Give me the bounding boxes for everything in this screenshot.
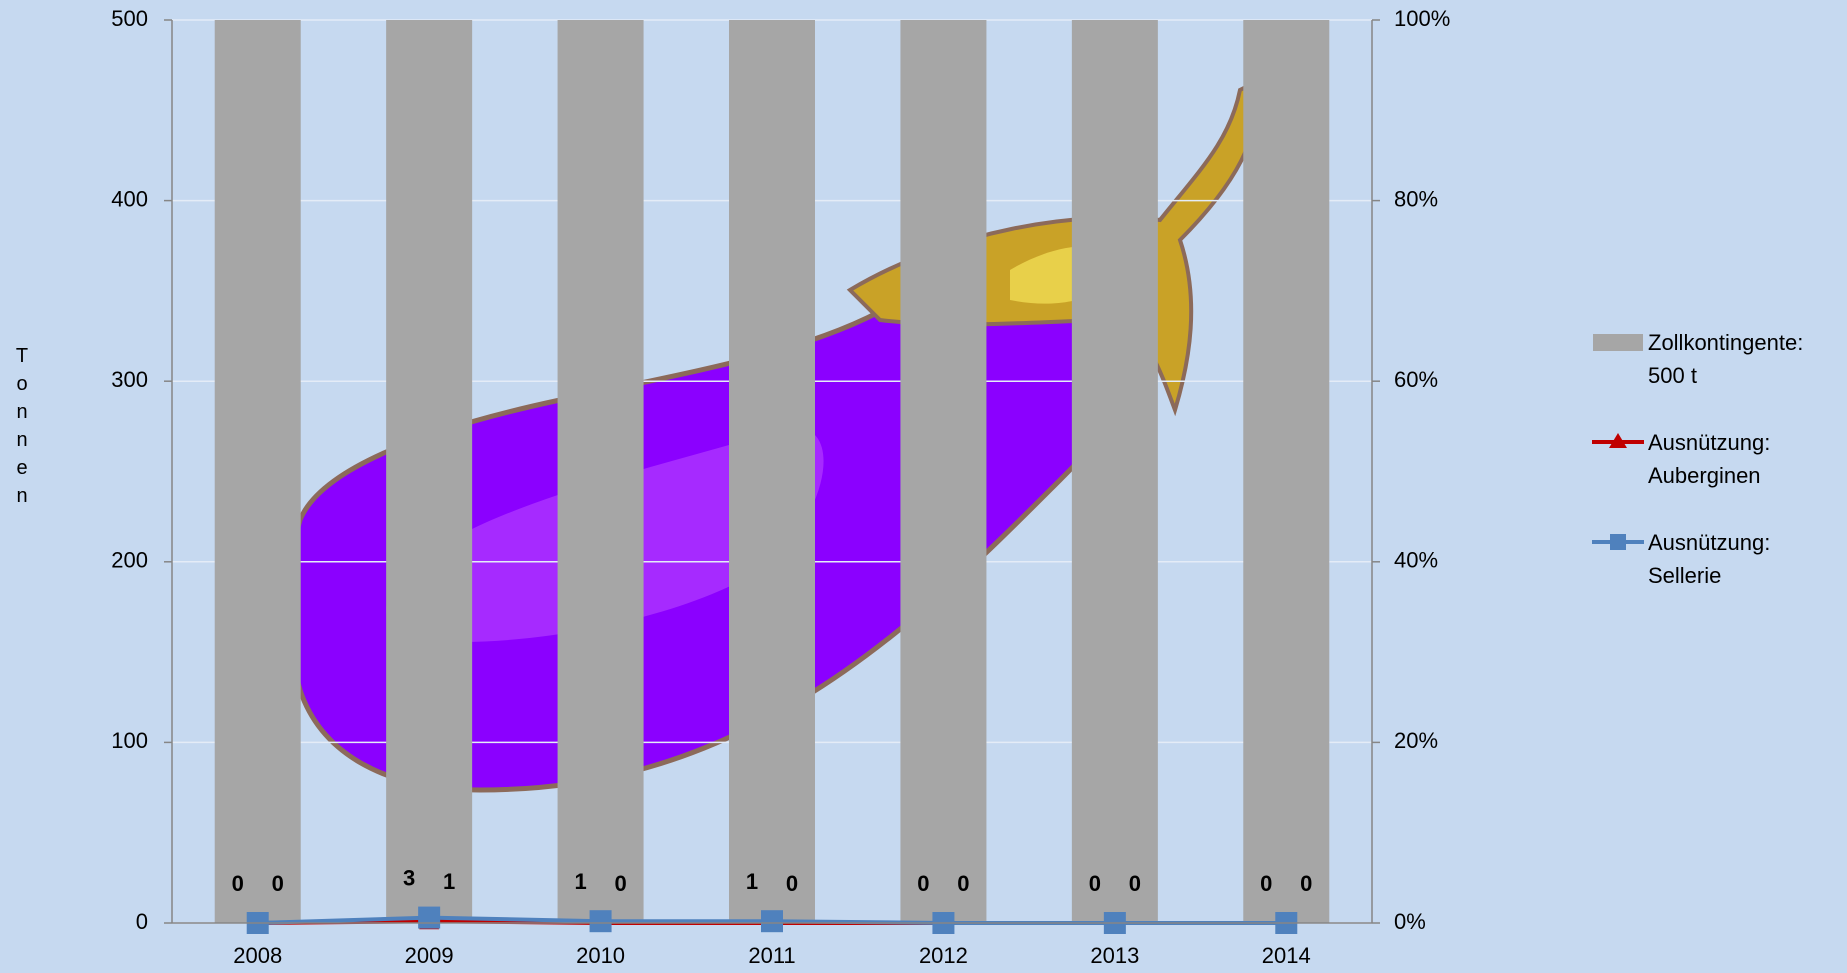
- x-tick-label: 2013: [1090, 943, 1139, 968]
- y-axis-label: Tonnen: [11, 345, 33, 513]
- legend-symbol: [1609, 433, 1627, 448]
- bar: [1243, 20, 1330, 923]
- data-label: 1: [746, 869, 758, 894]
- legend: Zollkontingente: 500 t Ausnützung: Auberg…: [1592, 326, 1842, 626]
- y2-tick-label: 100%: [1394, 6, 1450, 31]
- marker: [589, 910, 612, 933]
- legend-swatch: [1592, 534, 1644, 550]
- data-label: 0: [614, 871, 626, 896]
- y-tick-label: 300: [111, 367, 148, 392]
- bar: [557, 20, 644, 923]
- x-tick-label: 2008: [233, 943, 282, 968]
- x-tick-label: 2011: [748, 943, 795, 968]
- legend-swatch: [1593, 334, 1643, 351]
- data-label: 0: [232, 871, 244, 896]
- y-tick-label: 100: [111, 728, 148, 753]
- legend-label: Ausnützung: Auberginen: [1648, 430, 1771, 488]
- data-label: 0: [1129, 871, 1141, 896]
- data-label: 0: [1089, 871, 1101, 896]
- data-label: 0: [1300, 871, 1312, 896]
- data-label: 1: [574, 869, 586, 894]
- bar: [214, 20, 301, 923]
- data-label: 3: [403, 865, 415, 890]
- x-tick-label: 2014: [1262, 943, 1311, 968]
- legend-label: Ausnützung: Sellerie: [1648, 530, 1771, 588]
- y-tick-label: 400: [111, 186, 148, 211]
- marker: [761, 910, 783, 933]
- data-label: 0: [957, 871, 969, 896]
- legend-swatch: [1592, 433, 1644, 448]
- x-tick-label: 2009: [405, 943, 454, 968]
- legend-item: Ausnützung: Sellerie: [1592, 526, 1842, 626]
- x-tick-label: 2010: [576, 943, 625, 968]
- legend-symbol: [1610, 534, 1626, 550]
- y2-tick-label: 60%: [1394, 367, 1438, 392]
- y-tick-label: 200: [111, 548, 148, 573]
- data-label: 1: [443, 869, 455, 894]
- bar: [1071, 20, 1158, 923]
- data-label: 0: [1260, 871, 1272, 896]
- marker: [418, 906, 441, 929]
- bar: [900, 20, 987, 923]
- legend-label: Zollkontingente: 500 t: [1648, 330, 1804, 388]
- data-label: 0: [272, 871, 284, 896]
- y2-tick-label: 20%: [1394, 728, 1438, 753]
- y2-tick-label: 0%: [1394, 909, 1426, 934]
- legend-item: Ausnützung: Auberginen: [1592, 426, 1842, 526]
- x-tick-label: 2012: [919, 943, 968, 968]
- bar: [729, 20, 815, 923]
- data-label: 0: [786, 871, 798, 896]
- legend-item: Zollkontingente: 500 t: [1592, 326, 1842, 426]
- y-tick-label: 0: [136, 909, 148, 934]
- bar: [386, 20, 473, 923]
- data-label: 0: [917, 871, 929, 896]
- legend-symbol: [1593, 334, 1643, 351]
- y-tick-label: 500: [111, 6, 148, 31]
- y2-tick-label: 80%: [1394, 186, 1438, 211]
- y2-tick-label: 40%: [1394, 548, 1438, 573]
